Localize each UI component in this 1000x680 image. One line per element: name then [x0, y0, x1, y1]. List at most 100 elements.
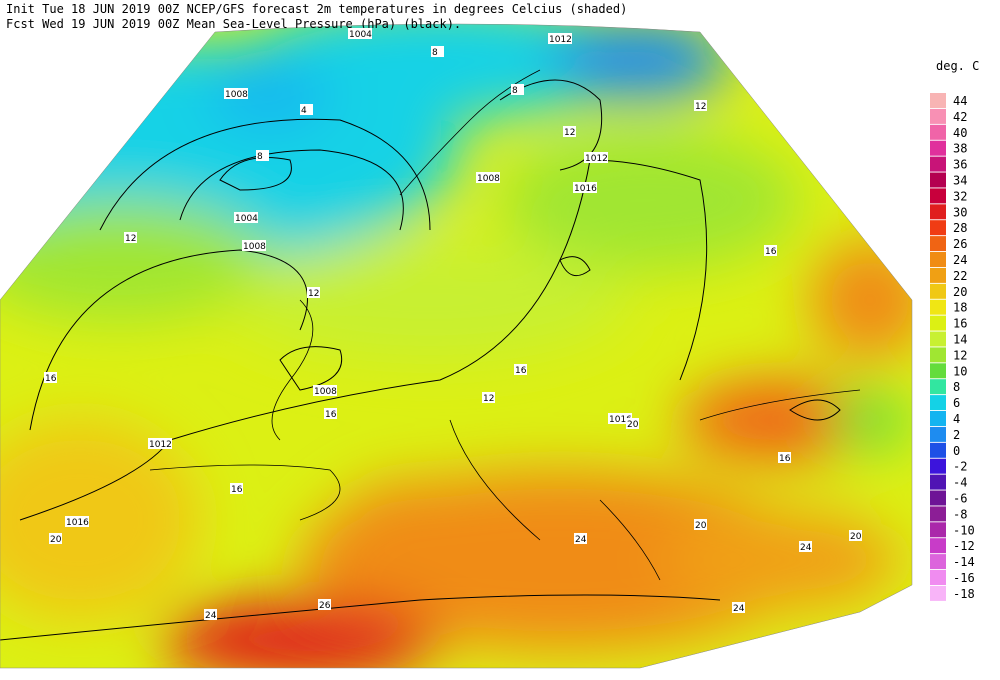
- isobar-label: 1004: [349, 30, 372, 40]
- temperature-label: 16: [45, 374, 57, 384]
- temperature-label: 20: [627, 420, 639, 430]
- temperature-label: 24: [800, 543, 812, 553]
- legend-label: 0: [953, 444, 960, 458]
- legend-label: 10: [953, 364, 967, 378]
- temperature-label: 12: [125, 234, 136, 244]
- legend-swatch: [930, 522, 946, 538]
- temperature-label: 20: [850, 532, 862, 542]
- legend-label: 22: [953, 269, 967, 283]
- isobar-label: 1012: [585, 154, 608, 164]
- legend-swatch: [930, 379, 946, 395]
- isobar-label: 1016: [609, 415, 632, 425]
- isobar-label: 1008: [225, 90, 248, 100]
- label-box: [324, 408, 337, 419]
- isobar-label: 1012: [149, 440, 172, 450]
- legend-swatch: [930, 363, 946, 379]
- legend-swatch: [930, 585, 946, 601]
- legend-title: deg. C: [936, 59, 979, 73]
- legend-label: 30: [953, 205, 967, 219]
- legend-label: 12: [953, 348, 967, 362]
- legend-swatch: [930, 570, 946, 585]
- label-box: [548, 33, 572, 44]
- legend-swatch: [930, 140, 946, 156]
- legend-label: 26: [953, 237, 967, 251]
- legend-swatch: [930, 347, 946, 363]
- legend-label: 14: [953, 333, 967, 347]
- legend-swatch: [930, 554, 946, 570]
- legend-swatch: [930, 156, 946, 172]
- legend-swatch: [930, 299, 946, 315]
- legend-swatch: [930, 426, 946, 442]
- legend-label: 16: [953, 317, 967, 331]
- temperature-field: [0, 24, 912, 668]
- legend-label: -16: [953, 571, 975, 585]
- label-box: [234, 212, 258, 223]
- label-box: [778, 452, 791, 463]
- legend-swatch: [930, 474, 946, 490]
- label-box: [348, 28, 372, 39]
- label-box: [49, 533, 62, 544]
- legend-label: 34: [953, 174, 967, 188]
- legend-label: -14: [953, 555, 975, 569]
- temperature-label: 26: [319, 601, 331, 611]
- label-box: [574, 533, 587, 544]
- legend-label: -8: [953, 507, 967, 521]
- label-box: [242, 240, 266, 251]
- label-box: [204, 609, 217, 620]
- label-box: [124, 232, 137, 243]
- legend-label: -10: [953, 523, 975, 537]
- legend-swatch: [930, 538, 946, 554]
- temperature-label: 8: [432, 48, 438, 58]
- legend-label: 24: [953, 253, 967, 267]
- label-box: [313, 385, 337, 396]
- legend-swatch: [930, 331, 946, 347]
- legend-swatch: [930, 252, 946, 267]
- legend-swatch: [930, 506, 946, 522]
- legend-label: -18: [953, 587, 975, 601]
- temperature-label: 16: [231, 485, 243, 495]
- label-box: [584, 152, 608, 163]
- label-box: [732, 602, 745, 613]
- legend-swatch: [930, 172, 946, 188]
- temperature-label: 20: [50, 535, 62, 545]
- isobar-label: 1008: [314, 387, 337, 397]
- isobar-label: 1016: [66, 518, 89, 528]
- isobar-label: 1008: [243, 242, 266, 252]
- legend-label: 28: [953, 221, 967, 235]
- temperature-label: 16: [515, 366, 527, 376]
- temperature-label: 12: [483, 394, 494, 404]
- temperature-label: 8: [512, 86, 518, 96]
- label-box: [256, 150, 269, 161]
- label-box: [318, 599, 331, 610]
- temperature-label: 24: [733, 604, 745, 614]
- temperature-label: 4: [301, 106, 307, 116]
- legend-label: 6: [953, 396, 960, 410]
- temperature-label: 16: [325, 410, 337, 420]
- header-line: Fcst Wed 19 JUN 2019 00Z Mean Sea-Level …: [6, 17, 461, 31]
- isobar-label: 1008: [477, 174, 500, 184]
- map-border: [0, 23, 913, 669]
- legend-swatch: [930, 188, 946, 204]
- legend-label: 20: [953, 285, 967, 299]
- label-box: [44, 372, 57, 383]
- label-box: [626, 418, 639, 429]
- legend-swatch: [930, 236, 946, 252]
- label-box: [764, 245, 777, 256]
- temperature-label: 24: [575, 535, 587, 545]
- legend-swatch: [930, 108, 946, 124]
- temperature-label: 16: [765, 247, 777, 257]
- legend-label: 36: [953, 158, 967, 172]
- legend-label: 42: [953, 110, 967, 124]
- label-box: [511, 84, 524, 95]
- temperature-label: 12: [695, 102, 706, 112]
- label-box: [300, 104, 313, 115]
- temperature-label: 16: [779, 454, 791, 464]
- label-box: [148, 438, 172, 449]
- legend-label: 8: [953, 380, 960, 394]
- legend-swatch: [930, 395, 946, 411]
- legend-swatch: [930, 283, 946, 299]
- legend-label: 44: [953, 94, 967, 108]
- legend-label: 18: [953, 301, 967, 315]
- legend-swatch: [930, 204, 946, 220]
